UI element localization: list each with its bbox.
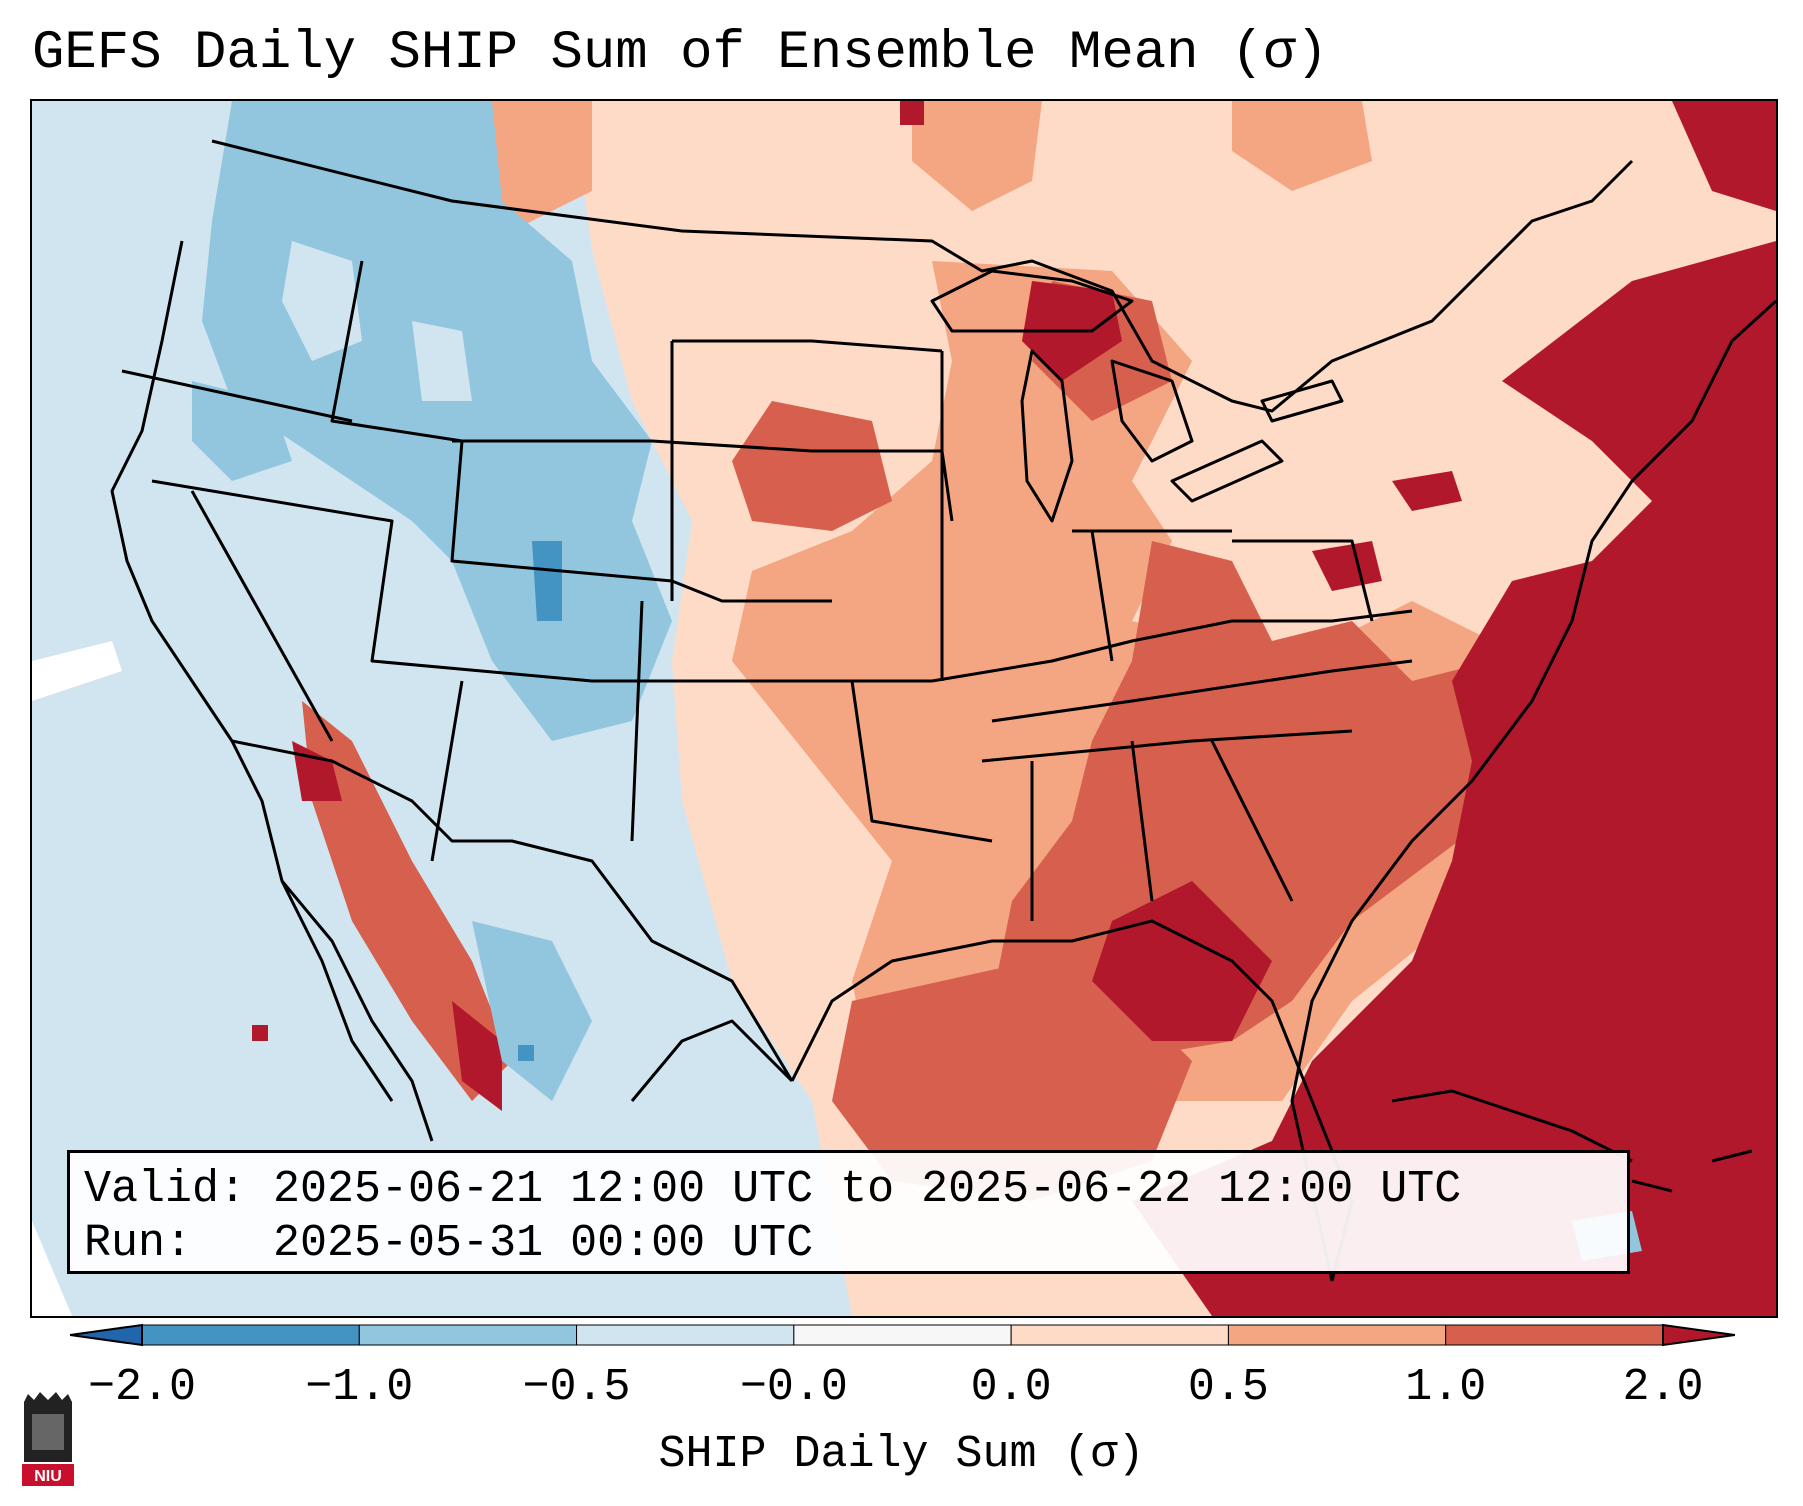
field-positive-extreme xyxy=(1132,241,1776,1316)
field-negative-medium xyxy=(192,381,292,481)
colorbar-under-arrow xyxy=(70,1323,143,1347)
coast-mexico xyxy=(280,880,794,1142)
colorbar-bin xyxy=(1227,1324,1447,1346)
colorbar-tick-label: 0.0 xyxy=(970,1362,1052,1413)
lake-superior xyxy=(930,269,1134,333)
field-negative-light xyxy=(302,501,392,621)
field-negative-medium xyxy=(472,921,592,1101)
colorbar-tick-label: −0.0 xyxy=(739,1362,848,1413)
border-us-mexico xyxy=(231,739,794,1082)
field-negative-light xyxy=(282,241,362,361)
logo-tower-window xyxy=(32,1414,64,1450)
colorbar-tick-label: 1.0 xyxy=(1405,1362,1487,1413)
coast-gulf xyxy=(790,919,1354,1282)
run-time-line: Run: 2025-05-31 00:00 UTC xyxy=(84,1218,814,1269)
niu-logo: NIU xyxy=(22,1392,74,1486)
caribbean-islands xyxy=(1391,1089,1753,1193)
colorbar-tick-label: −1.0 xyxy=(305,1362,414,1413)
logo-text: NIU xyxy=(34,1468,62,1485)
colorbar-bin xyxy=(793,1324,1012,1346)
field-negative-strong xyxy=(518,1045,534,1061)
colorbar-over-arrow xyxy=(1662,1323,1735,1347)
map-panel xyxy=(30,99,1778,1318)
field-positive-medium xyxy=(1232,101,1372,191)
field-positive-strong xyxy=(302,701,512,1101)
valid-run-info-box: Valid: 2025-06-21 12:00 UTC to 2025-06-2… xyxy=(67,1150,1630,1274)
field-negative-light xyxy=(412,321,472,401)
colorbar-tick-label: 2.0 xyxy=(1622,1362,1704,1413)
colorbar-bin xyxy=(1010,1324,1229,1346)
state-lines xyxy=(121,260,1413,921)
colorbar-tick-label: −0.5 xyxy=(522,1362,631,1413)
field-missing xyxy=(32,1221,72,1316)
colorbar-bin xyxy=(141,1324,360,1346)
colorbar xyxy=(70,1323,1735,1347)
logo-base xyxy=(22,1464,74,1486)
valid-time-line: Valid: 2025-06-21 12:00 UTC to 2025-06-2… xyxy=(84,1164,1462,1215)
lake-ontario xyxy=(1260,379,1344,423)
lake-huron xyxy=(1110,359,1194,463)
colorbar-bin xyxy=(1445,1324,1664,1346)
field-positive-medium xyxy=(912,101,1042,211)
lake-michigan xyxy=(1020,349,1074,523)
field-negative-strong xyxy=(532,541,562,621)
field-positive-extreme xyxy=(1672,101,1776,211)
coast-west xyxy=(110,240,394,1102)
colorbar-bin xyxy=(576,1324,795,1346)
colorbar-tick-label: 0.5 xyxy=(1187,1362,1269,1413)
field-positive-strong xyxy=(732,401,892,531)
logo-tower-top xyxy=(24,1392,72,1402)
field-positive-extreme xyxy=(1092,881,1272,1041)
colorbar-bin xyxy=(358,1324,578,1346)
field-missing xyxy=(32,641,122,701)
field-positive-extreme xyxy=(452,1001,502,1111)
lake-erie xyxy=(1170,439,1284,503)
field-positive-extreme xyxy=(252,1025,268,1041)
field-positive-extreme xyxy=(900,101,924,125)
coast-east xyxy=(1290,299,1776,1282)
colorbar-tick-label: −2.0 xyxy=(87,1362,197,1413)
colorbar-axis-label: SHIP Daily Sum (σ) xyxy=(658,1429,1145,1480)
map-title: GEFS Daily SHIP Sum of Ensemble Mean (σ) xyxy=(32,23,1329,84)
field-positive-extreme xyxy=(1392,471,1462,511)
field-positive-strong xyxy=(832,961,1192,1201)
border-us-canada xyxy=(211,139,1634,413)
field-positive-extreme xyxy=(1312,541,1382,591)
